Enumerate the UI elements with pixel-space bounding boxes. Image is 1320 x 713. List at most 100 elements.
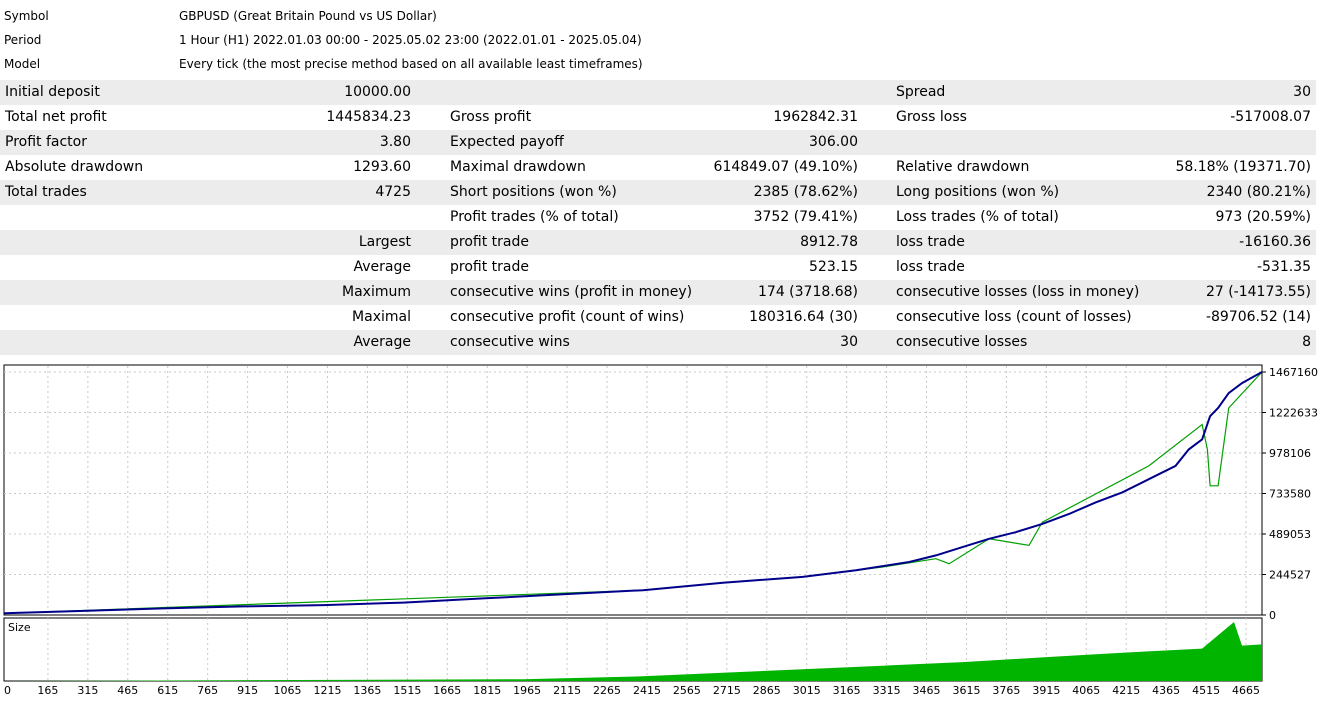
- model-row: Model Every tick (the most precise metho…: [0, 52, 1320, 76]
- cell-c4: 523.15: [809, 259, 858, 275]
- x-tick-label: 4065: [1072, 684, 1100, 697]
- cell-c3: profit trade: [450, 234, 529, 250]
- symbol-label: Symbol: [4, 9, 49, 23]
- cell-c6: -89706.52 (14): [1205, 309, 1311, 325]
- x-tick-label: 1815: [473, 684, 501, 697]
- x-tick-label: 165: [37, 684, 58, 697]
- balance-chart-svg: 0 165 315 465 615 765 915 1065 1215 1365 1515 1665 1…: [3, 364, 1318, 697]
- x-tick-label: 4215: [1112, 684, 1140, 697]
- cell-c6: -16160.36: [1239, 234, 1311, 250]
- balance-chart: 0 165 315 465 615 765 915 1065 1215 1365 1515 1665 1…: [0, 364, 1320, 713]
- cell-c1: Profit factor: [5, 134, 87, 150]
- cell-c3: profit trade: [450, 259, 529, 275]
- table-row: Total net profit 1445834.23 Gross profit 19…: [0, 105, 1316, 130]
- cell-c2: Average: [353, 334, 412, 350]
- x-tick-label: 4515: [1192, 684, 1220, 697]
- x-tick-label: 1515: [393, 684, 421, 697]
- x-tick-label: 3615: [952, 684, 980, 697]
- equity-line: [3, 371, 1263, 614]
- x-tick-label: 4365: [1152, 684, 1180, 697]
- x-tick-label: 3465: [913, 684, 941, 697]
- cell-c1: Total trades: [5, 184, 87, 200]
- y-tick-label: 489053: [1269, 528, 1311, 541]
- cell-c4: 614849.07 (49.10%): [713, 159, 858, 175]
- period-label: Period: [4, 33, 42, 47]
- x-tick-label: 1665: [433, 684, 461, 697]
- balance-line: [3, 371, 1263, 615]
- size-label: Size: [8, 621, 31, 634]
- x-tick-label: 3915: [1032, 684, 1060, 697]
- cell-c2: 10000.00: [344, 84, 411, 100]
- cell-c1: Total net profit: [5, 109, 107, 125]
- x-tick-label: 2415: [633, 684, 661, 697]
- cell-c2: Average: [353, 259, 412, 275]
- cell-c3: Maximal drawdown: [450, 159, 586, 175]
- cell-c2: Largest: [358, 234, 411, 250]
- x-tick-label: 315: [77, 684, 98, 697]
- cell-c2: 3.80: [379, 134, 411, 150]
- cell-c5: consecutive losses (loss in money): [896, 284, 1140, 300]
- cell-c3: consecutive profit (count of wins): [450, 309, 685, 325]
- y-tick-label: 244527: [1269, 568, 1311, 581]
- cell-c3: Short positions (won %): [450, 184, 617, 200]
- cell-c1: Initial deposit: [5, 84, 100, 100]
- x-tick-label: 1215: [313, 684, 341, 697]
- table-row: Largest profit trade 8912.78 loss trade -161…: [0, 230, 1316, 255]
- x-tick-label: 2865: [753, 684, 781, 697]
- x-tick-label: 0: [4, 684, 11, 697]
- x-tick-label: 1965: [513, 684, 541, 697]
- cell-c2: 1445834.23: [326, 109, 411, 125]
- x-tick-label: 4665: [1232, 684, 1260, 697]
- cell-c5: loss trade: [896, 234, 965, 250]
- size-area: [4, 622, 1262, 681]
- cell-c4: 180316.64 (30): [749, 309, 858, 325]
- model-label: Model: [4, 57, 41, 71]
- x-tick-label: 915: [237, 684, 258, 697]
- period-value: 1 Hour (H1) 2022.01.03 00:00 - 2025.05.0…: [179, 33, 642, 47]
- x-tick-label: 3315: [873, 684, 901, 697]
- cell-c5: consecutive loss (count of losses): [896, 309, 1132, 325]
- y-tick-label: 0: [1269, 609, 1276, 622]
- y-tick-label: 1467160: [1269, 366, 1318, 379]
- x-tick-label: 1365: [353, 684, 381, 697]
- symbol-row: Symbol GBPUSD (Great Britain Pound vs US…: [0, 4, 1320, 28]
- x-tick-label: 2565: [673, 684, 701, 697]
- cell-c5: Relative drawdown: [896, 159, 1030, 175]
- cell-c5: Gross loss: [896, 109, 967, 125]
- cell-c3: consecutive wins (profit in money): [450, 284, 693, 300]
- cell-c4: 30: [840, 334, 858, 350]
- x-tick-label: 3015: [793, 684, 821, 697]
- cell-c5: Spread: [896, 84, 946, 100]
- cell-c4: 174 (3718.68): [758, 284, 858, 300]
- cell-c2: 4725: [375, 184, 411, 200]
- symbol-value: GBPUSD (Great Britain Pound vs US Dollar…: [179, 9, 437, 23]
- y-tick-label: 733580: [1269, 488, 1311, 501]
- cell-c3: Profit trades (% of total): [450, 209, 619, 225]
- model-value: Every tick (the most precise method base…: [179, 57, 643, 71]
- cell-c6: 2340 (80.21%): [1206, 184, 1311, 200]
- x-tick-label: 2715: [713, 684, 741, 697]
- x-tick-label: 2115: [553, 684, 581, 697]
- cell-c3: Gross profit: [450, 109, 532, 125]
- y-tick-label: 978106: [1269, 447, 1311, 460]
- cell-c5: loss trade: [896, 259, 965, 275]
- cell-c6: 58.18% (19371.70): [1175, 159, 1311, 175]
- cell-c6: 8: [1302, 334, 1311, 350]
- table-row: Absolute drawdown 1293.60 Maximal drawdown…: [0, 155, 1316, 180]
- x-tick-label: 765: [197, 684, 218, 697]
- table-row: Profit trades (% of total) 3752 (79.41%) L…: [0, 205, 1316, 230]
- cell-c2: Maximal: [352, 309, 411, 325]
- cell-c6: -517008.07: [1230, 109, 1311, 125]
- cell-c6: 973 (20.59%): [1215, 209, 1311, 225]
- table-row: Profit factor 3.80 Expected payoff 306.00: [0, 130, 1316, 155]
- table-row: Initial deposit 10000.00 Spread 30: [0, 80, 1316, 105]
- x-tick-label: 1065: [274, 684, 302, 697]
- table-row: Average profit trade 523.15 loss trade -531.…: [0, 255, 1316, 280]
- x-tick-label: 465: [117, 684, 138, 697]
- x-tick-label: 3165: [833, 684, 861, 697]
- cell-c1: Absolute drawdown: [5, 159, 144, 175]
- cell-c4: 3752 (79.41%): [753, 209, 858, 225]
- period-row: Period 1 Hour (H1) 2022.01.03 00:00 - 20…: [0, 28, 1320, 52]
- cell-c2: Maximum: [342, 284, 411, 300]
- cell-c4: 8912.78: [800, 234, 858, 250]
